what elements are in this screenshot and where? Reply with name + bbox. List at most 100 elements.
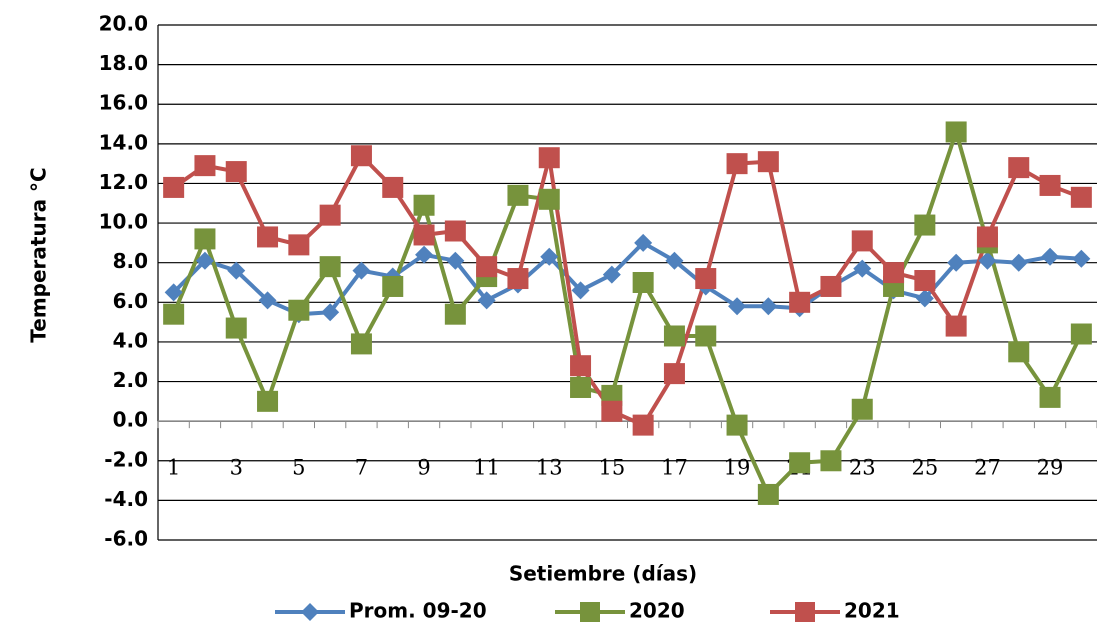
data-point xyxy=(602,265,621,284)
data-point xyxy=(663,325,685,347)
data-point xyxy=(945,121,967,143)
data-point xyxy=(257,390,279,412)
x-axis-title: Setiembre (días) xyxy=(509,562,697,586)
data-point xyxy=(570,376,592,398)
data-point xyxy=(728,297,747,316)
data-point xyxy=(632,414,654,436)
data-point xyxy=(258,291,277,310)
data-point xyxy=(820,275,842,297)
data-point xyxy=(945,315,967,337)
data-point xyxy=(1009,253,1028,272)
data-point xyxy=(726,414,748,436)
data-point xyxy=(632,272,654,293)
data-point xyxy=(288,299,310,321)
data-point xyxy=(257,226,279,248)
data-point xyxy=(695,325,717,347)
data-point xyxy=(695,268,717,290)
data-point xyxy=(1008,341,1030,363)
y-tick-label: 14.0 xyxy=(99,130,148,154)
x-tick-label: 7 xyxy=(355,456,368,480)
data-point xyxy=(883,262,905,284)
data-point xyxy=(227,261,246,280)
x-tick-label: 3 xyxy=(230,456,243,480)
legend-label: Prom. 09-20 xyxy=(349,599,487,623)
data-point xyxy=(663,363,685,385)
legend-marker xyxy=(580,602,600,622)
data-point xyxy=(634,233,653,252)
data-point xyxy=(1072,249,1091,268)
y-tick-label: -4.0 xyxy=(104,487,148,511)
data-point xyxy=(163,303,185,325)
data-point xyxy=(352,261,371,280)
data-point xyxy=(789,452,811,474)
data-point xyxy=(444,303,466,325)
data-point xyxy=(757,483,779,505)
data-point xyxy=(164,283,183,302)
data-point xyxy=(1070,323,1092,345)
data-point xyxy=(288,234,310,256)
y-tick-label: -6.0 xyxy=(104,527,148,551)
data-point xyxy=(665,251,684,270)
y-tick-label: 8.0 xyxy=(113,249,148,273)
data-point xyxy=(601,400,623,422)
legend-label: 2021 xyxy=(844,599,900,623)
y-tick-label: 4.0 xyxy=(113,328,148,352)
data-point xyxy=(413,194,435,216)
data-point xyxy=(726,153,748,175)
data-point xyxy=(350,145,372,167)
data-point xyxy=(915,289,934,308)
data-point xyxy=(413,224,435,246)
legend-marker xyxy=(301,603,319,621)
data-point xyxy=(507,184,529,206)
data-point xyxy=(538,188,560,210)
y-tick-label: -2.0 xyxy=(104,447,148,471)
series-line xyxy=(172,153,1083,428)
data-point xyxy=(789,291,811,313)
x-tick-label: 9 xyxy=(417,456,430,480)
y-tick-label: 2.0 xyxy=(113,368,148,392)
x-tick-label: 25 xyxy=(911,456,938,480)
data-point xyxy=(1041,247,1060,266)
data-point xyxy=(570,355,592,377)
x-tick-label: 15 xyxy=(598,456,625,480)
data-point xyxy=(446,251,465,270)
data-point xyxy=(195,251,214,270)
data-point xyxy=(321,303,340,322)
y-tick-label: 20.0 xyxy=(99,12,148,36)
x-tick-label: 27 xyxy=(974,456,1001,480)
x-tick-label: 5 xyxy=(292,456,305,480)
data-point xyxy=(571,281,590,300)
data-point xyxy=(350,333,372,355)
data-point xyxy=(851,230,873,252)
y-tick-label: 16.0 xyxy=(99,91,148,115)
data-point xyxy=(1039,386,1061,408)
y-axis-title: Temperatura °C xyxy=(27,167,51,342)
data-point xyxy=(444,220,466,242)
data-point xyxy=(415,245,434,264)
data-point xyxy=(225,161,247,183)
data-point xyxy=(1008,157,1030,179)
x-tick-label: 19 xyxy=(724,456,751,480)
data-point xyxy=(1070,186,1092,208)
x-tick-label: 23 xyxy=(849,456,876,480)
data-point xyxy=(538,147,560,169)
legend-label: 2020 xyxy=(629,599,685,623)
data-point xyxy=(194,155,216,177)
data-point xyxy=(820,450,842,472)
data-point xyxy=(540,247,559,266)
data-point xyxy=(757,151,779,173)
data-point xyxy=(194,228,216,250)
x-tick-label: 17 xyxy=(661,456,688,480)
data-point xyxy=(319,256,341,278)
y-tick-label: 10.0 xyxy=(99,210,148,234)
data-point xyxy=(853,259,872,278)
data-point xyxy=(759,297,778,316)
data-point xyxy=(914,214,936,236)
data-point xyxy=(163,176,185,198)
series-line xyxy=(172,240,1082,317)
data-point xyxy=(225,317,247,339)
x-tick-label: 13 xyxy=(536,456,563,480)
data-point xyxy=(947,253,966,272)
data-point xyxy=(477,291,496,310)
x-tick-label: 11 xyxy=(473,456,500,480)
